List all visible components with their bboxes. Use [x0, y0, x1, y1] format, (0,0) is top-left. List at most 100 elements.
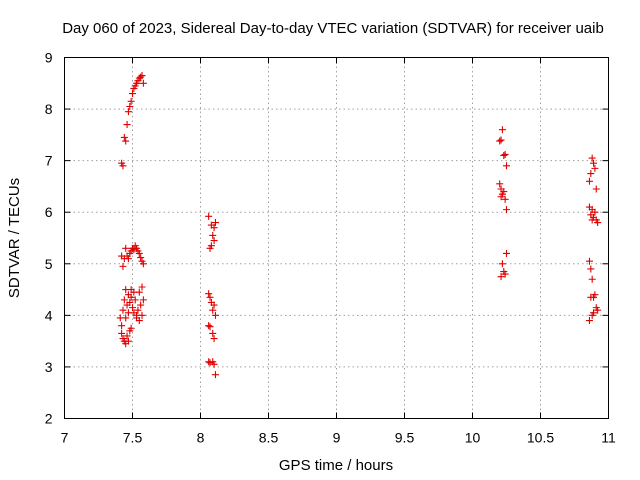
data-point	[210, 360, 218, 368]
x-tick-label: 11	[601, 430, 616, 446]
data-point	[501, 195, 509, 203]
data-point	[120, 133, 128, 141]
data-point	[207, 242, 215, 250]
x-tick-labels: 7 7.5 8 8.5 9 9.5 10 10.5 11	[61, 430, 616, 446]
data-point	[594, 219, 602, 227]
data-point	[119, 162, 127, 170]
data-point	[503, 206, 510, 214]
data-point	[119, 262, 127, 270]
data-point	[587, 170, 595, 178]
y-tick-label: 3	[45, 359, 53, 375]
data-point	[131, 296, 139, 304]
data-point	[501, 270, 509, 278]
data-point	[497, 193, 505, 201]
x-tick-label: 7.5	[123, 430, 143, 446]
x-tick-label: 9	[333, 430, 341, 446]
x-tick-label: 10	[465, 430, 481, 446]
data-point	[210, 301, 218, 309]
chart-title: Day 060 of 2023, Sidereal Day-to-day VTE…	[62, 20, 604, 37]
data-point	[124, 255, 132, 263]
data-point	[209, 231, 217, 239]
x-tick-label: 7	[61, 430, 69, 446]
data-point	[503, 249, 510, 257]
data-point	[137, 301, 145, 309]
x-tick-label: 8.5	[259, 430, 279, 446]
data-point	[591, 208, 599, 216]
data-point	[130, 288, 138, 296]
x-tick-label: 9.5	[395, 430, 415, 446]
data-point	[137, 254, 145, 262]
data-point	[129, 90, 136, 98]
y-tick-label: 4	[45, 307, 53, 323]
data-point	[205, 290, 213, 298]
data-point	[118, 329, 126, 337]
data-point	[127, 293, 135, 301]
data-point	[591, 291, 599, 299]
y-tick-label: 7	[45, 153, 53, 169]
data-point	[124, 108, 132, 116]
data-point	[501, 150, 509, 158]
data-point	[120, 296, 128, 304]
x-axis-label: GPS time / hours	[279, 457, 393, 474]
data-point	[206, 293, 214, 301]
data-point	[585, 317, 593, 325]
data-point	[210, 237, 218, 245]
data-point	[211, 371, 219, 379]
plot-frame	[64, 57, 609, 419]
y-tick-label: 9	[45, 50, 53, 66]
data-point	[594, 306, 602, 314]
data-point	[498, 126, 506, 134]
data-point	[588, 154, 596, 162]
data-point	[585, 257, 593, 265]
data-point	[138, 283, 146, 291]
data-point	[587, 265, 595, 273]
data-point	[139, 260, 147, 268]
data-point	[205, 322, 213, 330]
data-point	[126, 298, 134, 306]
x-tick-label: 8	[197, 430, 205, 446]
data-point	[123, 121, 131, 129]
y-tick-label: 2	[45, 411, 53, 427]
data-point	[127, 324, 135, 332]
data-point	[497, 273, 505, 281]
data-point	[206, 323, 214, 331]
data-point	[211, 219, 219, 227]
y-axis-label: SDTVAR / TECUs	[6, 178, 23, 298]
data-point	[122, 244, 130, 252]
data-point	[210, 335, 218, 343]
data-point	[503, 162, 510, 170]
data-points	[116, 72, 602, 379]
data-point	[591, 164, 599, 172]
data-point	[210, 224, 218, 232]
y-tick-labels: 2 3 4 5 6 7 8 9	[45, 50, 53, 427]
data-point	[211, 311, 219, 319]
data-point	[496, 137, 504, 145]
grid-lines	[64, 57, 609, 419]
data-point	[124, 309, 132, 317]
data-point	[500, 151, 508, 159]
y-tick-label: 5	[45, 256, 53, 272]
data-point	[127, 97, 135, 105]
data-point	[137, 73, 145, 81]
data-point	[205, 212, 213, 220]
data-point	[139, 79, 147, 87]
data-point	[138, 72, 146, 80]
data-point	[209, 329, 217, 337]
data-point	[496, 180, 504, 188]
data-point	[135, 249, 143, 257]
data-point	[119, 306, 127, 314]
data-point	[123, 332, 131, 340]
data-point	[497, 136, 505, 144]
data-point	[587, 293, 595, 301]
data-point	[124, 337, 132, 345]
data-point	[122, 137, 130, 145]
data-point	[118, 322, 126, 330]
data-point	[590, 159, 598, 167]
data-point	[500, 188, 508, 196]
data-point	[498, 260, 506, 268]
y-tick-label: 8	[45, 101, 53, 117]
data-point	[209, 306, 217, 314]
x-tick-label: 10.5	[527, 430, 554, 446]
data-point	[134, 306, 142, 314]
